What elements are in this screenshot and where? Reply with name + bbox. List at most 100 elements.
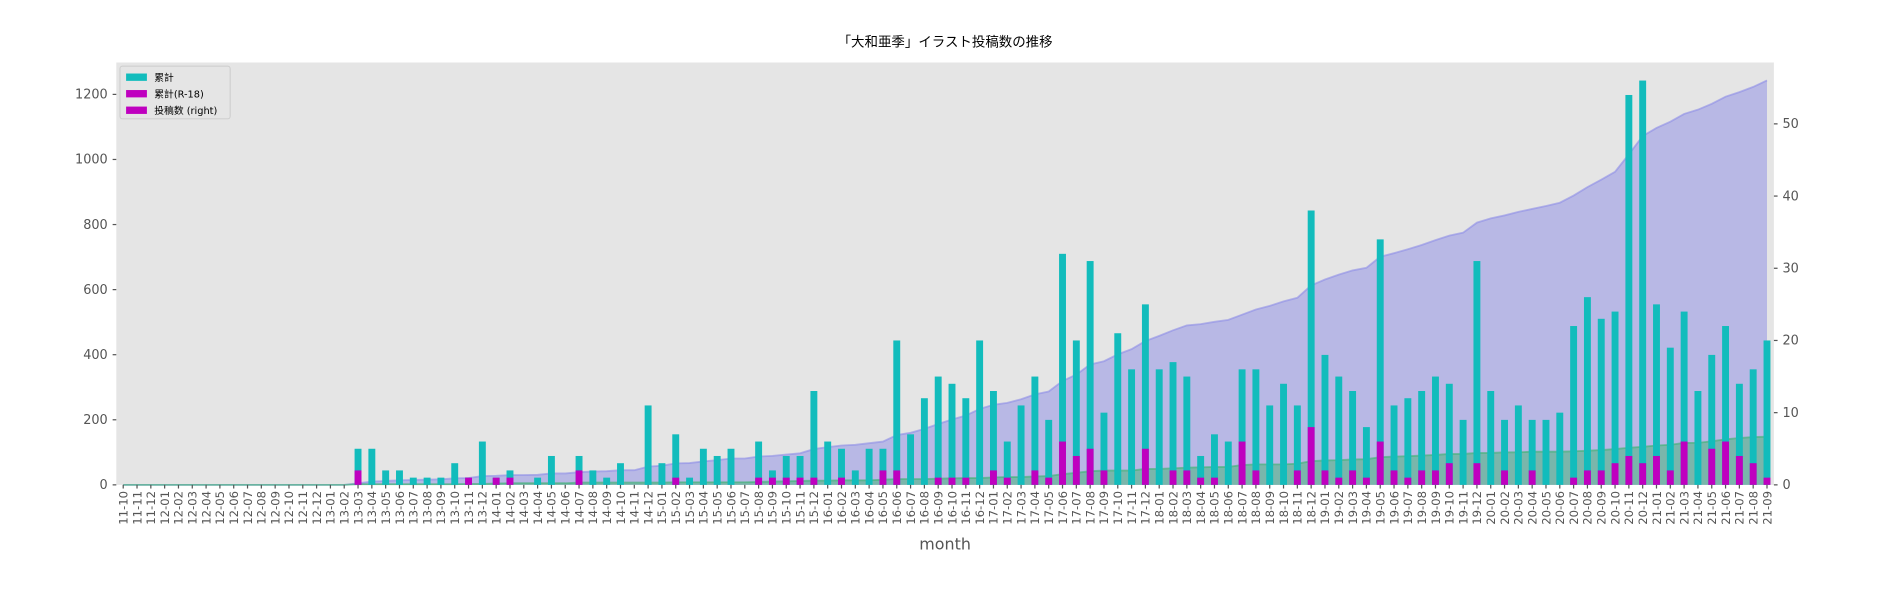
x-tick-label: 19-05 xyxy=(1374,491,1388,525)
y2-tick-label: 20 xyxy=(1782,334,1798,349)
bar xyxy=(396,470,403,485)
x-tick-label: 13-05 xyxy=(379,491,393,525)
x-tick-label: 16-09 xyxy=(931,491,945,525)
bar xyxy=(727,448,735,485)
x-tick-label: 17-10 xyxy=(1111,491,1125,525)
bar xyxy=(492,477,500,485)
x-tick-label: 15-07 xyxy=(738,491,752,525)
bar xyxy=(1556,412,1564,485)
bar xyxy=(1390,470,1398,485)
bar xyxy=(1100,470,1108,485)
bar xyxy=(838,477,845,485)
bar xyxy=(962,477,970,485)
bar xyxy=(1224,441,1232,485)
bar xyxy=(1418,391,1426,485)
x-tick-label: 15-11 xyxy=(793,491,807,525)
y2-tick-label: 0 xyxy=(1782,478,1790,493)
bar xyxy=(547,455,555,485)
bar xyxy=(1680,441,1688,485)
x-tick-label: 18-07 xyxy=(1235,491,1249,525)
x-tick-label: 15-04 xyxy=(697,491,711,525)
x-tick-label: 13-11 xyxy=(462,491,476,525)
x-tick-label: 16-02 xyxy=(835,491,849,525)
x-tick-label: 17-05 xyxy=(1042,491,1056,525)
bar xyxy=(1349,470,1357,485)
x-tick-label: 15-01 xyxy=(655,491,669,525)
bar xyxy=(672,434,680,485)
x-tick-label: 12-08 xyxy=(255,491,269,525)
bar xyxy=(1514,405,1522,485)
x-tick-label: 17-02 xyxy=(1001,491,1015,525)
x-tick-label: 17-11 xyxy=(1125,491,1139,525)
bar xyxy=(1183,470,1191,485)
y-tick-label: 200 xyxy=(83,413,108,428)
bar xyxy=(1611,311,1619,485)
x-tick-label: 12-11 xyxy=(296,491,310,525)
x-tick-label: 18-03 xyxy=(1180,491,1194,525)
x-tick-label: 11-11 xyxy=(130,491,144,525)
x-tick-label: 13-04 xyxy=(365,491,379,525)
x-tick-label: 12-05 xyxy=(213,491,227,525)
x-tick-label: 16-11 xyxy=(959,491,973,525)
bar xyxy=(1570,326,1578,485)
bar xyxy=(1197,455,1205,485)
bar xyxy=(989,391,997,485)
bar xyxy=(1349,391,1357,485)
bar xyxy=(1708,354,1716,485)
x-tick-label: 12-04 xyxy=(199,491,213,525)
x-tick-label: 14-11 xyxy=(628,491,642,525)
bar xyxy=(755,441,763,485)
bar xyxy=(1708,448,1716,485)
bar xyxy=(934,477,942,485)
bar xyxy=(423,477,431,485)
x-tick-label: 17-06 xyxy=(1056,491,1070,525)
x-tick-label: 19-06 xyxy=(1387,491,1401,525)
bar xyxy=(1749,369,1757,485)
bar xyxy=(1141,448,1149,485)
bar xyxy=(672,477,680,485)
bar xyxy=(1653,455,1660,485)
x-tick-label: 18-04 xyxy=(1194,491,1208,525)
bar xyxy=(382,470,390,485)
bar xyxy=(1128,369,1136,485)
x-tick-label: 18-11 xyxy=(1291,491,1305,525)
x-tick-label: 15-09 xyxy=(766,491,780,525)
bar xyxy=(1542,419,1550,485)
chart-title: 「大和亜季」イラスト投稿数の推移 xyxy=(838,35,1053,51)
bar xyxy=(1487,391,1495,485)
legend-label: 累計(R-18) xyxy=(154,87,204,100)
bar xyxy=(865,448,873,485)
x-tick-label: 16-12 xyxy=(973,491,987,525)
bar xyxy=(1072,455,1080,485)
bar xyxy=(1003,477,1011,485)
x-tick-label: 18-12 xyxy=(1304,491,1318,525)
x-tick-label: 14-10 xyxy=(614,491,628,525)
bar xyxy=(1680,311,1688,485)
bar xyxy=(1597,470,1605,485)
x-tick-label: 14-01 xyxy=(489,491,503,525)
bar xyxy=(1003,441,1011,485)
y-tick-label: 0 xyxy=(100,478,108,493)
bar xyxy=(1072,340,1080,485)
bar xyxy=(1763,477,1771,485)
bar xyxy=(920,398,928,485)
bar xyxy=(1307,210,1315,485)
bar xyxy=(1735,383,1743,485)
x-tick-label: 11-10 xyxy=(116,491,130,525)
x-tick-label: 15-08 xyxy=(752,491,766,525)
y-tick-label: 1000 xyxy=(75,153,108,168)
bar xyxy=(893,340,901,485)
x-tick-label: 14-05 xyxy=(545,491,559,525)
bar xyxy=(1432,470,1439,485)
y2-tick-label: 30 xyxy=(1782,262,1798,277)
bar xyxy=(989,470,997,485)
bar xyxy=(934,376,942,485)
x-tick-label: 17-04 xyxy=(1028,491,1042,525)
x-tick-label: 15-10 xyxy=(780,491,794,525)
bar xyxy=(1666,470,1674,485)
bar xyxy=(1528,419,1536,485)
x-tick-label: 18-08 xyxy=(1249,491,1263,525)
bar xyxy=(879,448,887,485)
